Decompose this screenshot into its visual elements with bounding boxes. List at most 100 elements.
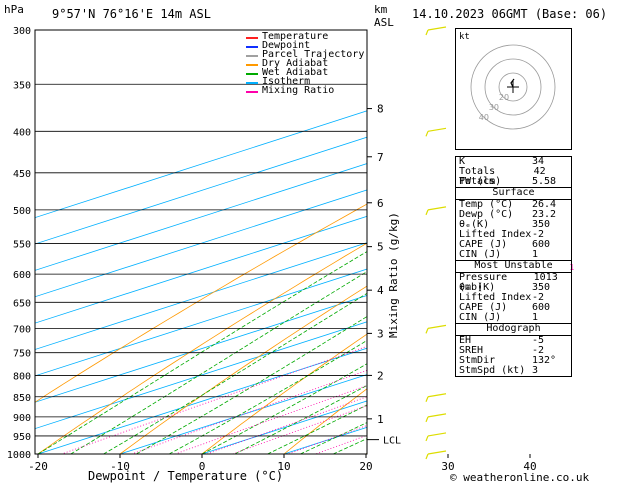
wind-barb	[427, 432, 447, 437]
x-tick-label: 20	[359, 460, 372, 473]
pressure-tick-label: 400	[13, 127, 31, 138]
dry-adiabat-line	[283, 388, 367, 454]
table-row: θₑ (K) 350	[456, 283, 571, 293]
mixing-ratio-line	[60, 345, 367, 454]
table-value: 350	[532, 219, 551, 230]
dry-adiabat-line	[201, 333, 367, 454]
indices-table: K 34 Totals Totals 42 PW (cm) 5.58 Surface Te…	[455, 156, 572, 377]
table-value: -2	[532, 292, 545, 303]
x-tick-label: 0	[199, 460, 206, 473]
wind-barb	[427, 206, 447, 211]
table-value: 600	[532, 239, 551, 250]
most-unstable-header: Most Unstable	[456, 261, 571, 273]
wind-barb-flag	[425, 453, 429, 460]
dry-adiabat-line	[37, 242, 367, 454]
legend-swatch	[246, 73, 258, 75]
table-label: Totals Totals	[459, 166, 496, 187]
table-label: EH	[459, 335, 472, 346]
table-value: -2	[532, 345, 545, 356]
x-tick-label: 40	[523, 460, 536, 473]
pressure-tick-label: 750	[13, 349, 31, 360]
pressure-tick-label: 1000	[7, 450, 31, 461]
dry-adiabat-line	[119, 285, 367, 454]
plot-frame	[34, 29, 368, 455]
datetime-label: 14.10.2023 06GMT (Base: 06)	[412, 7, 608, 21]
legend-item: Mixing Ratio	[262, 85, 335, 96]
unit-km-label: km	[374, 3, 388, 16]
wind-barb	[427, 324, 447, 329]
isotherm-line	[35, 215, 367, 324]
wind-barb-flag	[425, 29, 429, 36]
pressure-tick-label: 800	[13, 371, 31, 382]
hodograph-trace	[510, 78, 515, 88]
table-label: Dewp (°C)	[459, 209, 514, 220]
legend-swatch	[246, 64, 258, 66]
table-value: 1	[532, 249, 539, 260]
hodograph-ring	[470, 44, 556, 130]
hodograph-rows: EH -5 SREH -2 StmDir 132° StmSpd (kt) 3	[456, 336, 571, 376]
table-row: Lifted Index -2	[456, 293, 571, 303]
table-value: 26.4	[532, 199, 557, 210]
pressure-tick-label: 900	[13, 413, 31, 424]
table-label: CAPE (J)	[459, 302, 508, 313]
table-label: θₑ(K)	[459, 219, 490, 230]
table-label: Lifted Index	[459, 229, 532, 240]
pressure-tick-label: 650	[13, 298, 31, 309]
isotherm-line	[35, 163, 367, 271]
table-value: 600	[532, 302, 551, 313]
table-row: K 34	[456, 157, 571, 167]
table-value: 3	[532, 365, 539, 376]
wet-adiabat-line	[70, 271, 367, 454]
table-label: θₑ (K)	[459, 282, 496, 293]
indices-rows: K 34 Totals Totals 42 PW (cm) 5.58	[456, 157, 571, 187]
table-label: Pressure (mb)	[459, 272, 508, 293]
x-tick-label: 30	[441, 460, 454, 473]
height-km-labels: 1 2 3 4 5 6 7 8 LCL	[367, 103, 401, 447]
x-tick-label: 10	[277, 460, 290, 473]
table-row: CAPE (J) 600	[456, 303, 571, 313]
legend-swatch	[246, 37, 258, 39]
isotherm-line	[35, 321, 367, 430]
surface-header: Surface	[456, 188, 571, 200]
table-label: K	[459, 156, 466, 167]
table-label: Temp (°C)	[459, 199, 514, 210]
hodograph-ring-label: 20	[499, 93, 509, 102]
table-row: PW (cm) 5.58	[456, 177, 571, 187]
legend-item: Dewpoint	[262, 40, 311, 51]
copyright-label: © weatheronline.co.uk	[450, 471, 590, 484]
km-tick-label: 2	[377, 369, 384, 382]
wet-adiabat-line	[169, 339, 367, 454]
pressure-tick-label: 950	[13, 432, 31, 443]
table-row: Lifted Index -2	[456, 230, 571, 240]
table-row: SREH -2	[456, 346, 571, 356]
wet-adiabat-line	[103, 292, 367, 454]
table-label: Lifted Index	[459, 292, 532, 303]
table-label: CAPE (J)	[459, 239, 508, 250]
km-tick-label: 3	[377, 327, 384, 340]
unit-hpa-label: hPa	[4, 3, 24, 16]
km-tick-label: 1	[377, 413, 384, 426]
isotherm-line	[35, 136, 367, 245]
pressure-tick-label: 700	[13, 324, 31, 335]
table-value: -5	[532, 335, 545, 346]
pressure-tick-label: 350	[13, 80, 31, 91]
table-label: CIN (J)	[459, 249, 502, 260]
isotherm-line	[35, 189, 367, 298]
legend-item: Dry Adiabat	[262, 58, 329, 69]
hodograph-ring	[498, 72, 528, 102]
surface-table: Surface Temp (°C) 26.4 Dewp (°C) 23.2 θₑ(K) 3…	[456, 187, 571, 260]
km-tick-label: 5	[377, 241, 384, 254]
table-row: CAPE (J) 600	[456, 240, 571, 250]
table-value: 23.2	[532, 209, 557, 220]
hodograph-ring-label: 30	[489, 103, 499, 112]
km-tick-label: 7	[377, 151, 384, 164]
wind-barb	[427, 26, 447, 31]
km-tick-label: 8	[377, 103, 384, 116]
wet-adiabats	[37, 251, 367, 454]
wind-barb-flag	[425, 435, 429, 442]
wind-barb-flag	[425, 416, 429, 423]
mixing-ratio-axis-label: Mixing Ratio (g/kg)	[387, 212, 400, 338]
isotherm-line	[35, 295, 367, 403]
wind-barb	[427, 127, 447, 132]
